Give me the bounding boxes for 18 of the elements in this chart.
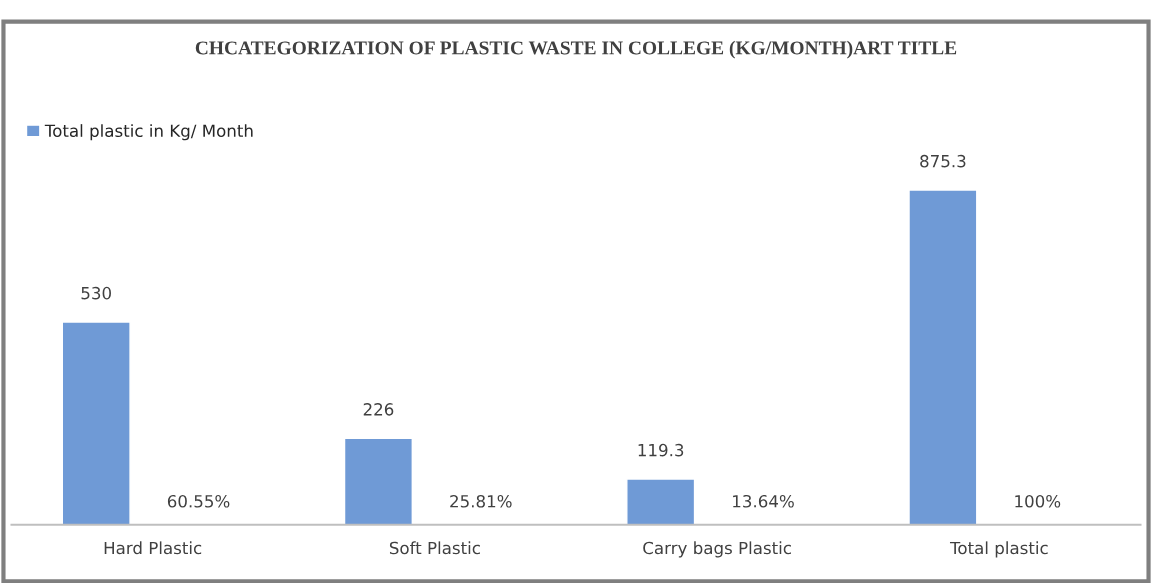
legend-label: Total plastic in Kg/ Month <box>44 124 253 141</box>
data-label: 875.3 <box>920 154 966 168</box>
annotation: 60.55% <box>167 494 230 508</box>
annotation: 13.64% <box>733 494 794 508</box>
x-tick-label: Carry bags Plastic <box>643 541 791 558</box>
data-label: 119.3 <box>638 443 684 457</box>
chart-title: CHCATEGORIZATION OF PLASTIC WASTE IN COLLEGE (KG/MONTH)ART TITLE <box>195 40 957 59</box>
bar <box>343 437 413 525</box>
bar <box>908 189 978 525</box>
x-tick-label: Soft Plastic <box>389 541 480 555</box>
x-tick-label: Hard Plastic <box>104 541 202 555</box>
annotation: 100% <box>1015 494 1061 508</box>
data-label: 530 <box>81 286 111 300</box>
annotation: 25.81% <box>450 494 512 508</box>
x-tick-label: Total plastic <box>949 541 1048 558</box>
data-label: 226 <box>363 403 394 416</box>
bar <box>61 321 131 525</box>
bar <box>626 478 696 525</box>
